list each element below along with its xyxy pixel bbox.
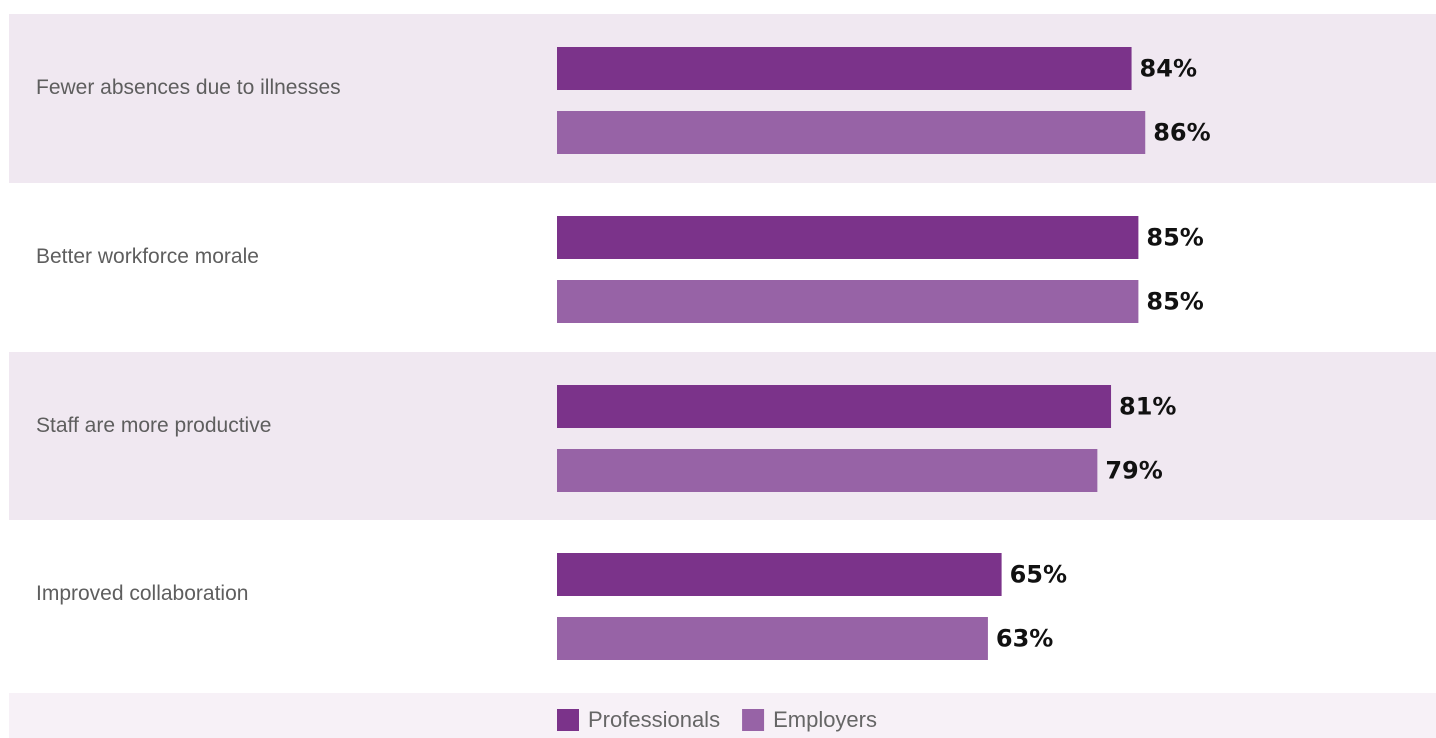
bar-employers [557, 449, 1098, 492]
legend [9, 693, 1436, 738]
category-label: Fewer absences due to illnesses [36, 76, 341, 99]
bar-employers [557, 111, 1146, 154]
category-label: Improved collaboration [36, 582, 248, 605]
category-band [9, 14, 1436, 183]
category-band [9, 183, 1436, 352]
legend-label: Professionals [588, 707, 720, 732]
bar-employers [557, 617, 988, 660]
category-label: Staff are more productive [36, 414, 271, 437]
data-label: 65% [1010, 561, 1067, 589]
data-label: 86% [1153, 119, 1210, 147]
bar-professionals [557, 553, 1002, 596]
bar-professionals [557, 216, 1139, 259]
category-band [9, 520, 1436, 689]
data-label: 81% [1119, 393, 1176, 421]
legend-label: Employers [773, 707, 877, 732]
category-label: Better workforce morale [36, 245, 259, 268]
data-label: 63% [996, 625, 1053, 653]
bar-professionals [557, 385, 1112, 428]
data-label: 84% [1140, 55, 1197, 83]
bar-employers [557, 280, 1139, 323]
bar-professionals [557, 47, 1132, 90]
data-label: 79% [1105, 457, 1162, 485]
legend-swatch [742, 709, 765, 731]
data-label: 85% [1146, 288, 1203, 316]
category-band [9, 352, 1436, 521]
legend-swatch [557, 709, 579, 731]
data-label: 85% [1146, 224, 1203, 252]
